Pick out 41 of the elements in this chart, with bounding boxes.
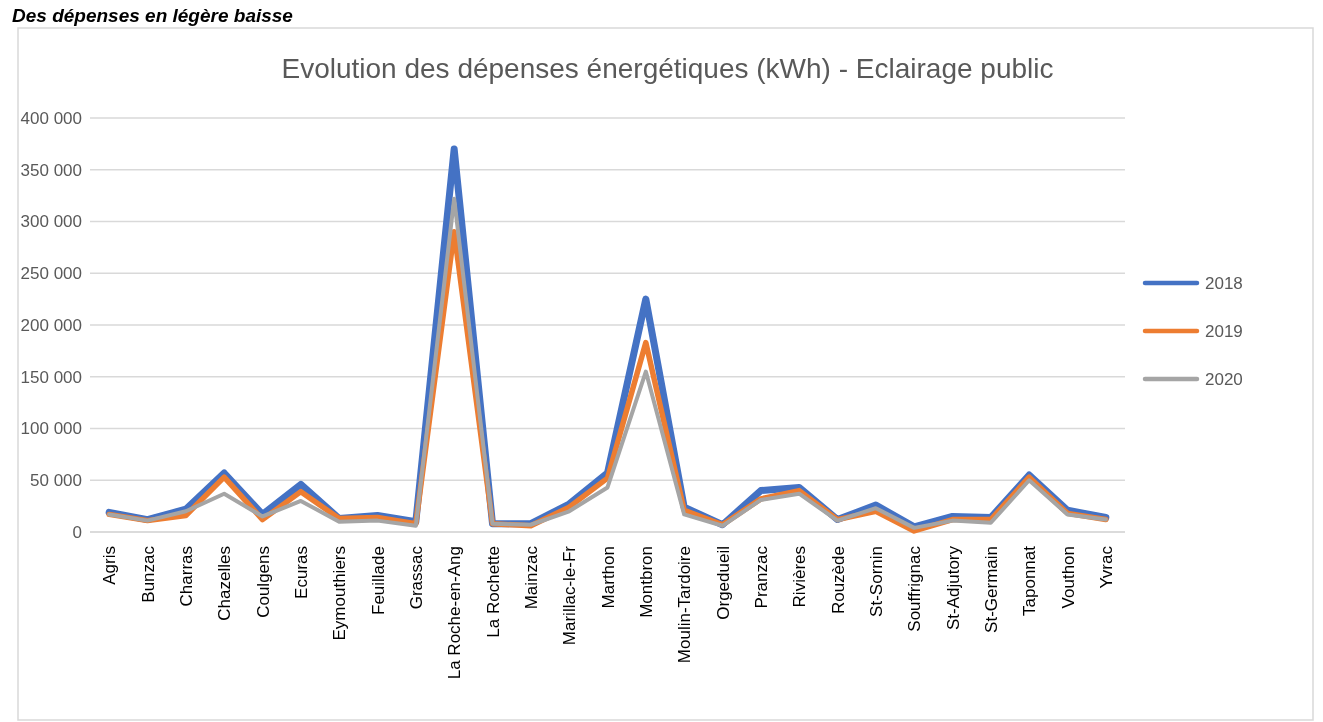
legend-label: 2019 [1205,321,1243,341]
y-tick-label: 250 000 [20,264,82,284]
x-tick-label: Souffrignac [905,545,925,632]
y-tick-label: 100 000 [20,419,82,439]
x-tick-label: St-Adjutory [943,545,963,631]
x-tick-label: Taponnat [1020,545,1040,616]
x-tick-label: Chazelles [215,546,235,621]
x-tick-label: Rivières [790,546,810,608]
legend-label: 2018 [1205,273,1243,293]
x-tick-label: Mainzac [521,545,541,610]
x-tick-label: Feuillade [368,546,388,615]
y-tick-label: 350 000 [20,160,82,180]
y-tick-label: 400 000 [20,108,82,128]
x-tick-label: Charras [176,546,196,607]
x-tick-label: Moulin-Tardoire [675,546,695,664]
y-tick-label: 200 000 [20,315,82,335]
x-tick-label: St-Germain [981,546,1001,633]
x-tick-label: Yvrac [1096,545,1116,589]
x-tick-label: Ecuras [291,546,311,599]
x-tick-label: Grassac [406,545,426,610]
x-tick-label: La Roche-en-Ang [445,546,465,680]
x-tick-label: Bunzac [138,545,158,603]
x-tick-label: Marthon [598,546,618,609]
x-tick-label: La Rochette [483,546,503,638]
text: Des dépenses en légère baisse [12,5,294,26]
y-tick-label: 0 [72,522,82,542]
chart-title: Evolution des dépenses énergétiques (kWh) - Eclairage public [281,53,1054,84]
x-tick-label: Rouzède [828,546,848,615]
x-tick-label: St-Sornin [866,546,886,617]
x-tick-label: Orgedueil [713,546,733,620]
x-tick-label: Agris [100,546,120,585]
x-tick-label: Montbron [636,546,656,618]
x-tick-label: Coulgens [253,546,273,618]
x-tick-label: Vouthon [1058,546,1078,609]
y-tick-label: 300 000 [20,212,82,232]
y-tick-label: 50 000 [30,471,82,491]
x-tick-label: Pranzac [751,545,771,609]
y-tick-label: 150 000 [20,367,82,387]
x-tick-label: Eymouthiers [330,546,350,641]
legend-label: 2020 [1205,369,1243,389]
x-tick-label: Marillac-le-Fr [560,545,580,646]
